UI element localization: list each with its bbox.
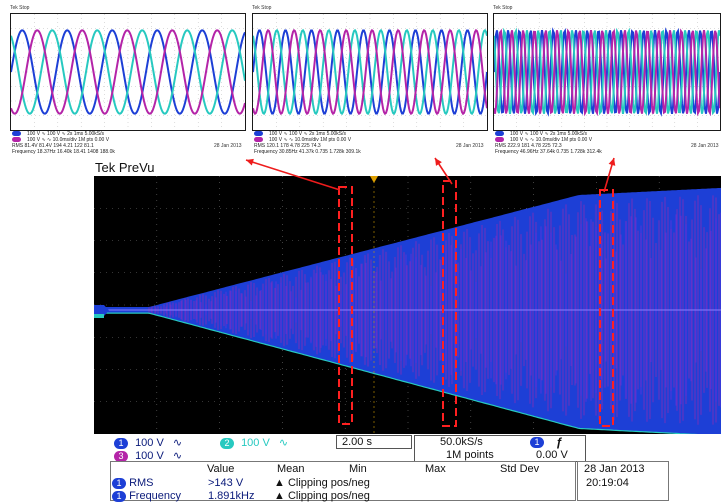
mini-scope-3: Tek Stop 100 V ∿ 100 V ∿ 2s 1ms 5.00kS/s…: [493, 5, 721, 163]
datetime-box: [577, 461, 669, 501]
channel-1-label[interactable]: 1 100 V ∿: [114, 436, 182, 449]
main-waveform: [94, 176, 721, 434]
channel-2-coupling-icon: ∿: [278, 437, 289, 449]
mini-3-info-row1: 100 V ∿ 100 V ∿ 2s 1ms 5.00kS/s: [510, 131, 588, 137]
mini-scope-1: Tek Stop 100 V ∿ 100 V ∿ 2s 1ms 5.00kS/s…: [10, 5, 246, 163]
time-label: 20:19:04: [586, 477, 629, 489]
meas-header-max: Max: [425, 463, 446, 475]
channel-2-badge: 2: [220, 437, 234, 449]
meas-freq-value: 1.891kHz: [208, 490, 255, 502]
mini-2-meas-row1: RMS 120.1 178 4.78 225 74.3: [254, 143, 321, 149]
sample-rate: 50.0kS/s: [440, 436, 483, 448]
mini-scope-1-screen: [10, 13, 246, 131]
trigger-slope-icon: ƒ: [556, 435, 563, 449]
mini-scope-1-info: 100 V ∿ 100 V ∿ 2s 1ms 5.00kS/s 100 V ∿ …: [12, 131, 246, 155]
channel-3-scale: 100 V: [135, 450, 164, 462]
meas-freq-name: Frequency: [129, 490, 182, 502]
mini-2-date: 28 Jan 2013: [456, 143, 484, 149]
mini-3-info-row2: 100 V ∿ ∿ 10.0ms/div 1M pts 0.00 V: [510, 137, 593, 143]
channel-1-coupling-icon: ∿: [172, 437, 183, 449]
mini-scope-2-screen: [252, 13, 488, 131]
meas-header-value: Value: [207, 463, 235, 475]
mini-1-date: 28 Jan 2013: [214, 143, 242, 149]
channel-2-label[interactable]: 2 100 V ∿: [220, 436, 288, 449]
main-title: Tek PreVu: [95, 160, 155, 175]
meas-header-min: Min: [349, 463, 367, 475]
mini-3-meas-row2: Frequency 46.96Hz 37.64k 0.735 1.728k 31…: [495, 149, 602, 155]
meas-freq-channel-badge: 1: [112, 490, 126, 502]
meas-rms-name: RMS: [129, 477, 154, 489]
meas-header-stddev: Std Dev: [500, 463, 540, 475]
mini-scope-3-info: 100 V ∿ 100 V ∿ 2s 1ms 5.00kS/s 100 V ∿ …: [495, 131, 721, 155]
mini-scope-2: Tek Stop 100 V ∿ 100 V ∿ 2s 1ms 5.00kS/s…: [252, 5, 488, 163]
mini-2-info-row2: 100 V ∿ ∿ 10.0ms/div 1M pts 0.00 V: [269, 137, 352, 143]
channel-1-scale: 100 V: [135, 437, 164, 449]
mini-scope-3-screen: [493, 13, 721, 131]
mini-scope-1-title: Tek Stop: [10, 5, 30, 11]
trigger-level: 0.00 V: [536, 449, 568, 461]
channel-2-scale: 100 V: [241, 437, 270, 449]
mini-1-info-row1: 100 V ∿ 100 V ∿ 2s 1ms 5.00kS/s: [27, 131, 105, 137]
mini-3-date: 28 Jan 2013: [691, 143, 719, 149]
meas-rms-channel-badge: 1: [112, 477, 126, 489]
meas-freq-mean: ▲ Clipping pos/neg: [274, 490, 370, 502]
timebase-box[interactable]: [336, 435, 412, 449]
channel-3-label[interactable]: 3 100 V ∿: [114, 449, 182, 462]
date-label: 28 Jan 2013: [584, 463, 645, 475]
mini-scope-3-title: Tek Stop: [493, 5, 513, 11]
meas-rms-value: >143 V: [208, 477, 244, 489]
record-length: 1M points: [446, 449, 494, 461]
meas-rms-mean: ▲ Clipping pos/neg: [274, 477, 370, 489]
mini-scope-2-title: Tek Stop: [252, 5, 272, 11]
timebase-value: 2.00 s: [342, 436, 372, 448]
mini-scope-2-waveform: [253, 14, 487, 130]
channel-3-badge: 3: [114, 450, 128, 462]
trigger-channel-badge: 1: [530, 437, 544, 448]
mini-scope-3-waveform: [494, 14, 720, 130]
channel-3-coupling-icon: ∿: [172, 450, 183, 462]
meas-row-frequency[interactable]: 1 Frequency: [112, 490, 181, 502]
meas-row-rms[interactable]: 1 RMS: [112, 477, 154, 489]
mini-2-info-row1: 100 V ∿ 100 V ∿ 2s 1ms 5.00kS/s: [269, 131, 347, 137]
channel-1-badge: 1: [114, 437, 128, 449]
meas-header-mean: Mean: [277, 463, 305, 475]
mini-1-info-row2: 100 V ∿ ∿ 10.0ms/div 1M pts 0.00 V: [27, 137, 110, 143]
mini-2-meas-row2: Frequency 30.85Hz 41.37k 0.735 1.728k 30…: [254, 149, 361, 155]
mini-1-meas-row1: RMS 81.4V 81.4V 194 4.21 122 81.1: [12, 143, 94, 149]
mini-scope-1-waveform: [11, 14, 245, 130]
mini-1-meas-row2: Frequency 18.37Hz 16.40k 18.41 1408 188.…: [12, 149, 115, 155]
mini-3-meas-row1: RMS 222.9 181 4.78 225 72.3: [495, 143, 562, 149]
main-scope-screen: [94, 176, 721, 434]
mini-scope-2-info: 100 V ∿ 100 V ∿ 2s 1ms 5.00kS/s 100 V ∿ …: [254, 131, 488, 155]
status-bar: 1 100 V ∿ 2 100 V ∿ 3 100 V ∿ 2.00 s 50.…: [110, 434, 721, 462]
